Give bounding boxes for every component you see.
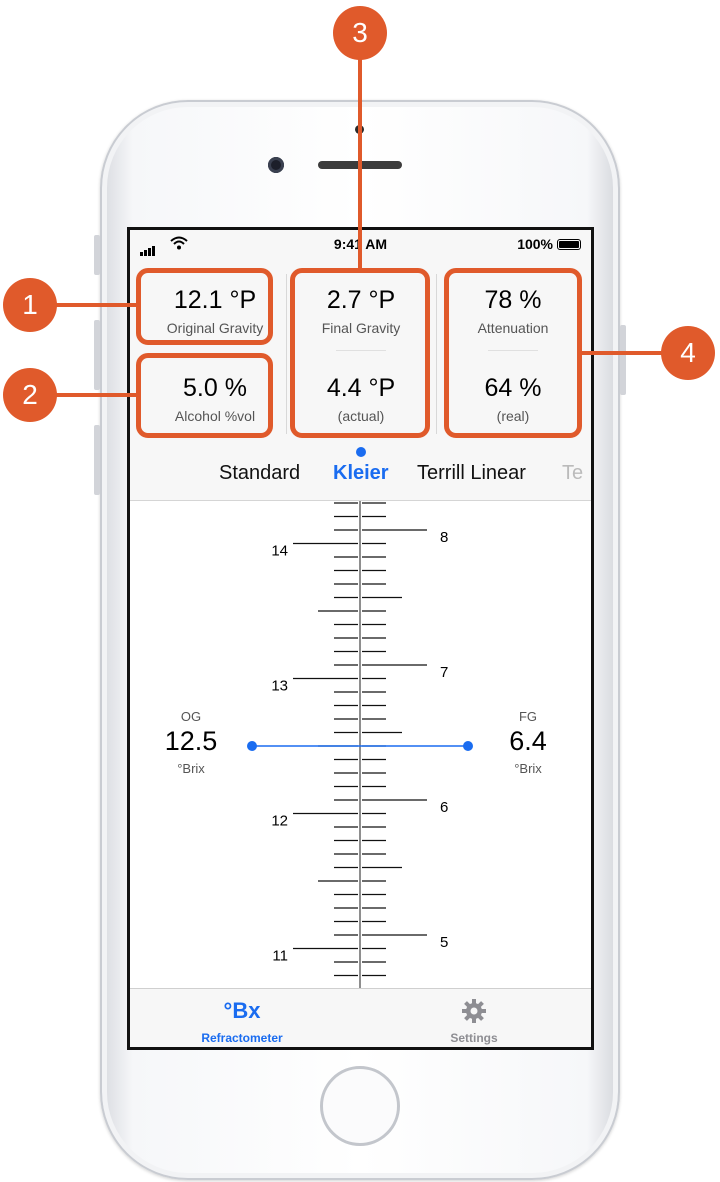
fg-readout: FG 6.4 °Brix (483, 709, 573, 776)
final-gravity-actual-label: (actual) (337, 408, 385, 424)
original-gravity-stat: 12.1 °P Original Gravity (150, 286, 280, 336)
fg-value: 6.4 (509, 726, 547, 756)
battery-status: 100% (517, 236, 581, 252)
fg-handle[interactable] (463, 741, 473, 751)
final-gravity-value: 2.7 °P (326, 286, 396, 314)
callout-badge-1: 1 (3, 278, 57, 332)
tab-refractometer-label: Refractometer (201, 1031, 283, 1045)
fg-scale-label: 6 (440, 799, 448, 816)
og-unit: °Brix (177, 761, 205, 776)
front-camera (268, 157, 284, 173)
gear-icon (414, 997, 534, 1025)
og-readout: OG 12.5 °Brix (146, 709, 236, 776)
callout-box-alcohol (136, 353, 273, 438)
tab-terrill-linear[interactable]: Terrill Linear (417, 462, 526, 484)
fg-scale-label: 5 (440, 934, 448, 951)
og-scale-label: 14 (271, 543, 288, 560)
attenuation-value: 78 % (484, 286, 542, 314)
callout-box-original-gravity (136, 268, 273, 345)
tab-refractometer[interactable]: °Bx Refractometer (182, 997, 302, 1045)
original-gravity-label: Original Gravity (166, 320, 264, 336)
callout-badge-3: 3 (333, 6, 387, 60)
formula-tabs: Standard Kleier Terrill Linear Te (130, 454, 591, 494)
power-button (620, 325, 626, 395)
callout-leader-2 (56, 393, 138, 397)
tab-kleier[interactable]: Kleier (333, 462, 389, 484)
volume-down-button (94, 425, 100, 495)
alcohol-value: 5.0 % (183, 374, 247, 402)
stats-divider-1 (286, 274, 287, 434)
attenuation-stat: 78 % Attenuation (448, 286, 578, 336)
tab-settings-label: Settings (450, 1031, 498, 1045)
alcohol-label: Alcohol %vol (174, 408, 256, 424)
og-value: 12.5 (164, 726, 218, 756)
scale-ruler[interactable]: 14 13 12 11 8 7 6 5 (130, 501, 591, 989)
fg-title: FG (518, 709, 538, 724)
tab-bar: °Bx Refractometer Settings (130, 988, 591, 1047)
original-gravity-value: 12.1 °P (173, 286, 257, 314)
selected-tab-indicator (356, 447, 366, 457)
callout-badge-2: 2 (3, 368, 57, 422)
volume-up-button (94, 320, 100, 390)
mute-switch (94, 235, 100, 275)
final-gravity-actual-stat: 4.4 °P (actual) (296, 374, 426, 424)
app-screen: 9:41 AM 100% 12.1 °P Original Gravity 5.… (127, 227, 594, 1050)
og-scale-label: 11 (272, 948, 288, 965)
attenuation-real-label: (real) (496, 408, 530, 424)
callout-leader-1 (56, 303, 138, 307)
og-handle[interactable] (247, 741, 257, 751)
battery-icon (557, 239, 581, 250)
signal-icon (140, 240, 156, 256)
stats-divider-2 (436, 274, 437, 434)
brix-icon: °Bx (223, 998, 261, 1023)
refractometer-scale[interactable]: 14 13 12 11 8 7 6 5 OG 12.5 °Brix FG 6.4 °Brix (130, 500, 591, 989)
final-gravity-divider (336, 350, 386, 351)
attenuation-real-stat: 64 % (real) (448, 374, 578, 424)
final-gravity-label: Final Gravity (321, 320, 401, 336)
callout-leader-4 (580, 351, 664, 355)
tab-settings[interactable]: Settings (414, 997, 534, 1045)
og-scale-label: 13 (271, 678, 288, 695)
battery-percent: 100% (517, 236, 553, 252)
callout-box-final-gravity (290, 268, 430, 438)
callout-leader-3 (358, 58, 362, 270)
tab-terrill-cubic[interactable]: Te (562, 462, 584, 484)
attenuation-real-value: 64 % (484, 374, 542, 402)
og-title: OG (180, 709, 202, 724)
callout-badge-4: 4 (661, 326, 715, 380)
tab-standard[interactable]: Standard (219, 462, 301, 484)
og-scale-label: 12 (271, 813, 288, 830)
callout-box-attenuation (444, 268, 582, 438)
fg-scale-label: 8 (440, 529, 448, 546)
final-gravity-stat: 2.7 °P Final Gravity (296, 286, 426, 336)
fg-scale-label: 7 (440, 664, 448, 681)
final-gravity-actual-value: 4.4 °P (326, 374, 396, 402)
alcohol-stat: 5.0 % Alcohol %vol (150, 374, 280, 424)
attenuation-label: Attenuation (477, 320, 549, 336)
wifi-icon (170, 236, 188, 253)
home-button[interactable] (320, 1066, 400, 1146)
attenuation-divider (488, 350, 538, 351)
fg-unit: °Brix (514, 761, 542, 776)
